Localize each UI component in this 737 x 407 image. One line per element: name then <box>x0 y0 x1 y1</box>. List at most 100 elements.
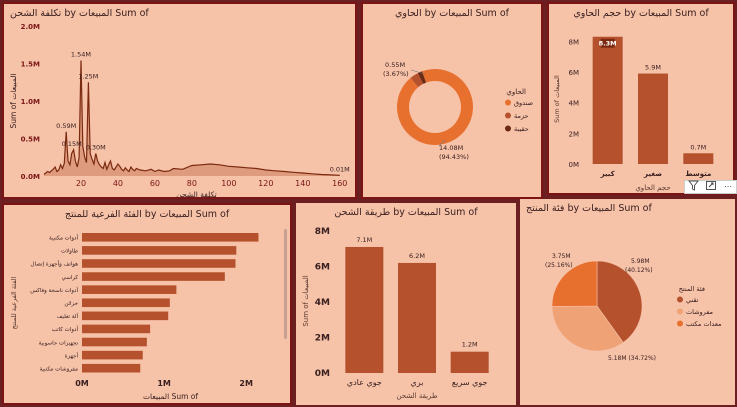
data-label: 5.98M <box>631 258 650 265</box>
x-tick-label: 80 <box>187 179 197 188</box>
y-tick-label: 4M <box>315 298 330 308</box>
ship-mode-panel[interactable]: طريقة الشحن by المبيعات Sum of 0M 2M 4M 6M 8… <box>296 203 516 405</box>
bar <box>82 337 147 347</box>
x-tick-label: 0M <box>75 379 89 388</box>
y-tick-label: أدوات كاتب <box>52 325 79 333</box>
y-tick-label: 6M <box>569 69 580 77</box>
x-tick-label: 100 <box>221 179 236 188</box>
category-pie-panel[interactable]: فئة المنتج by المبيعات Sum of 5.98M (40.1… <box>520 199 735 405</box>
bar <box>82 272 225 281</box>
more-options-icon[interactable]: ⋯ <box>724 182 732 191</box>
data-label: 1.25M <box>78 72 98 80</box>
series-line <box>43 60 340 176</box>
area-fill <box>44 60 340 176</box>
y-axis-title: Sum of المبيعات <box>302 275 310 326</box>
data-label: 5.9M <box>645 64 661 72</box>
data-label: 5.18M (34.72%) <box>608 355 656 362</box>
bar <box>82 233 259 242</box>
legend-title: فئة المنتج <box>679 285 705 293</box>
bar <box>398 262 436 373</box>
y-tick-label: 6M <box>315 263 330 273</box>
x-tick-label: 60 <box>150 179 160 188</box>
x-tick-label: جوي سريع <box>452 378 488 387</box>
x-tick-label: متوسط <box>685 170 711 178</box>
x-tick-label: بري <box>411 378 424 387</box>
bar <box>450 351 489 373</box>
data-label: 0.59M <box>56 122 76 130</box>
pie-slice <box>551 305 624 352</box>
donut-slice <box>410 73 424 88</box>
legend-title: الحاوي <box>506 88 526 96</box>
legend-label: صندوق <box>514 99 534 107</box>
x-axis-title: حجم الحاوي <box>635 184 670 192</box>
y-tick-label: مفروشات مكتبية <box>39 365 78 372</box>
data-label: (3.67%) <box>383 70 409 78</box>
x-tick-label: صغير <box>643 170 662 178</box>
x-tick-label: 140 <box>295 179 310 188</box>
data-label: 1.54M <box>71 51 91 59</box>
subcategory-chart: أدوات مكتبية طاولات هواتف وأجهزة إتصال كراس… <box>10 229 287 401</box>
panel-title: حجم الحاوي by المبيعات Sum of <box>573 8 709 19</box>
y-axis-title: Sum of المبيعات <box>9 73 18 128</box>
category-pie-chart: 5.98M (40.12%) 5.18M (34.72%) 3.75M (25.16%)… <box>545 253 721 362</box>
x-tick-label: 40 <box>113 179 123 188</box>
y-tick-label: 0.5M <box>21 136 40 144</box>
y-axis-title: Sum of المبيعات <box>553 75 561 123</box>
y-tick-label: 2.0M <box>21 23 40 31</box>
bar <box>82 285 177 294</box>
y-tick-label: 2M <box>569 130 580 138</box>
bar <box>82 298 170 308</box>
data-label: 0.01M <box>330 165 350 173</box>
data-label: 0.15M <box>62 140 82 148</box>
legend-label: حقيبة <box>514 125 529 133</box>
legend-label: حزمة <box>514 112 529 120</box>
panel-title: فئة المنتج by المبيعات Sum of <box>526 203 652 214</box>
container-donut-panel[interactable]: الحاوي by المبيعات Sum of 0.55M (3.67%) 14… <box>361 2 543 199</box>
data-label: (25.16%) <box>545 262 573 269</box>
panel-title: تكلفة الشحن by المبيعات Sum of <box>10 8 149 19</box>
pie-slice <box>596 260 643 344</box>
legend-marker <box>505 125 511 132</box>
data-label: 1.2M <box>462 341 478 349</box>
data-label: (94.43%) <box>439 153 469 161</box>
pie-slice <box>551 260 598 307</box>
bar <box>683 153 714 164</box>
ship-mode-chart: 0M 2M 4M 6M 8M 7.1M جوي عادي 6.2M بري 1.2M جوي سري… <box>302 227 489 400</box>
focus-mode-icon[interactable] <box>706 181 716 193</box>
y-tick-label: أدوات ناسخة وفاكس <box>30 286 78 294</box>
bar <box>82 350 143 360</box>
x-axis-title: تكلفة الشحن <box>176 190 217 199</box>
donut-slice <box>417 71 427 84</box>
bar <box>82 324 151 334</box>
subcategory-panel[interactable]: الفئة الفرعية للمنتج by المبيعات Sum of … <box>2 203 292 405</box>
bar <box>638 73 668 164</box>
x-tick-label: جوي عادي <box>347 378 382 387</box>
y-tick-label: 0.0M <box>21 173 40 181</box>
donut-slice <box>397 69 473 145</box>
legend-marker <box>677 320 683 327</box>
y-tick-label: أدوات مكتبية <box>49 234 78 242</box>
y-tick-label: 1.5M <box>21 61 40 69</box>
x-tick-label: كبير <box>600 170 616 178</box>
y-tick-label: 8M <box>569 38 580 46</box>
legend-label: مفروشات <box>686 308 713 316</box>
bar <box>345 246 384 373</box>
shipping-cost-panel[interactable]: تكلفة الشحن by المبيعات Sum of 0.0M 0.5M 1… <box>2 2 357 199</box>
legend-label: تقني <box>686 296 699 304</box>
y-tick-label: 4M <box>569 100 580 108</box>
x-tick-label: 2M <box>239 379 253 388</box>
x-axis-title: المبيعات Sum of <box>143 392 198 401</box>
y-tick-label: 1.0M <box>21 98 40 106</box>
bar <box>592 36 623 164</box>
legend-marker <box>505 112 511 119</box>
data-label: 7.1M <box>356 236 372 244</box>
data-label-bg <box>600 38 615 48</box>
y-tick-label: طاولات <box>61 249 78 255</box>
data-label: 0.55M <box>385 61 405 69</box>
filter-icon[interactable] <box>688 180 699 193</box>
leader-line <box>410 69 426 75</box>
container-size-panel[interactable]: حجم الحاوي by المبيعات Sum of 0M 2M 4M 6M 8M… <box>547 2 735 195</box>
panel-title: الحاوي by المبيعات Sum of <box>395 8 509 19</box>
y-tick-label: 0M <box>315 369 330 379</box>
y-axis-title: الفئة الفرعية للمنتج <box>10 276 18 329</box>
